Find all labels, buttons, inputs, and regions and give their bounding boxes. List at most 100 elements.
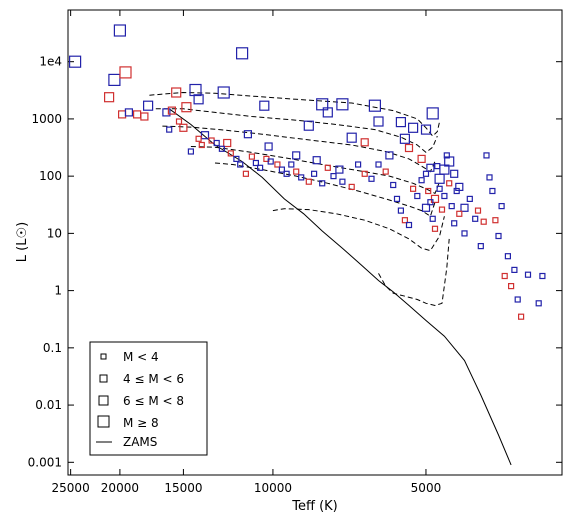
legend-label-0: M < 4 [123,350,159,364]
data-point [427,199,434,206]
data-point [514,296,521,303]
data-point [483,152,490,159]
data-point [508,283,515,290]
data-point [293,168,300,175]
data-point [213,139,220,147]
data-point [124,108,134,117]
data-point [410,185,417,192]
data-point [200,131,210,140]
y-tick-label: 1000 [31,112,62,126]
data-point [401,217,408,224]
x-tick-label: 10000 [254,481,292,495]
data-point [140,112,149,121]
x-tick-label: 5000 [411,481,442,495]
data-point [346,132,357,143]
evolutionary-track [155,108,438,154]
data-point [414,192,421,200]
data-point [504,253,511,260]
data-point [451,220,458,227]
data-point [446,180,453,187]
legend-marker-xlarge [97,415,110,428]
data-point [429,215,436,222]
data-point [303,120,314,131]
x-axis-label: Teff (K) [291,499,338,514]
data-point [339,178,346,185]
data-point [438,206,446,213]
y-tick-label: 1 [54,284,62,298]
legend-marker-small [100,353,107,360]
data-point [489,187,496,195]
legend-box [89,341,208,456]
data-point [242,170,249,177]
data-point [278,166,285,173]
legend-label-3: M ≥ 8 [123,416,159,430]
zams-line-group [168,108,512,466]
data-point [425,187,432,195]
data-point [436,185,443,192]
y-tick-label: 0.1 [43,341,62,355]
data-point [511,266,518,273]
data-point [472,215,479,222]
data-point [399,133,410,144]
data-point [368,99,381,112]
y-axis-label: L (L☉) [15,222,30,262]
data-point [453,187,460,195]
data-point [171,87,182,98]
data-point [441,192,448,200]
data-point [417,154,426,163]
data-point [119,66,132,79]
data-point [360,138,369,147]
data-point [181,102,192,113]
legend-marker-large [98,395,109,406]
data-point [257,164,264,171]
data-point [466,195,473,202]
y-tick-label: 10 [47,226,62,240]
data-point [259,100,270,111]
data-point [375,161,382,168]
data-point [322,107,333,118]
data-point [312,156,321,165]
data-point [426,107,439,120]
data-point [108,73,121,87]
data-point [393,195,401,202]
evolutionary-track [272,208,445,252]
data-point [264,142,273,151]
y-tick-label: 100 [39,169,62,183]
data-point [162,108,171,117]
data-point [267,158,274,165]
data-point [517,313,525,320]
data-point [274,161,281,168]
data-point [227,150,234,157]
data-point [443,152,450,159]
data-point [243,130,252,139]
data-point [348,183,355,190]
y-tick-label: 0.01 [35,398,62,412]
data-point [335,165,344,174]
data-point [535,300,542,307]
data-point [390,181,397,189]
data-point [477,243,484,250]
data-point [311,170,318,177]
data-point [408,122,419,133]
evolutionary-track [162,125,436,173]
data-point [187,148,194,155]
plot-frame [67,9,563,476]
data-point [434,163,441,170]
data-point [361,170,368,177]
data-point [373,116,384,127]
data-point [422,170,430,177]
data-point [431,225,439,232]
data-points [68,24,546,320]
axis-ticks: 25000 20000 15000 10000 5000 0.001 0.01 0.1 1 10 1… [28,10,562,495]
evolutionary-track [378,238,450,307]
data-point [166,126,173,133]
data-point [68,55,82,68]
legend: M < 4 4 ≤ M < 6 6 ≤ M < 8 M ≥ 8 ZAMS [89,341,208,456]
data-point [316,98,329,111]
evolutionary-track [149,91,441,137]
evolutionary-track [190,146,441,195]
data-point [495,232,502,240]
data-point [421,203,431,212]
data-point [480,218,487,225]
